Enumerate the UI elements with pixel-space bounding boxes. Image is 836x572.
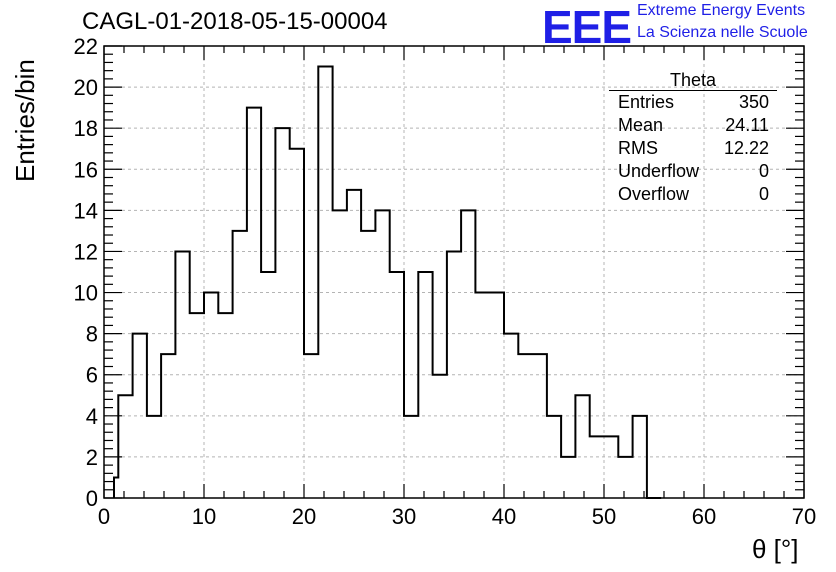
stats-box: Theta Entries 350 Mean 24.11 RMS 12.22 U…	[609, 70, 777, 206]
x-tick-label: 40	[492, 504, 516, 529]
y-tick-label: 16	[74, 157, 98, 182]
y-tick-label: 4	[86, 404, 98, 429]
stats-label: Underflow	[618, 161, 700, 181]
tick-labels: 0 10 20 30 40 50 60 70 0 2 4 6 8 10 12 14 16 18 20 22	[74, 34, 817, 529]
stats-row-overflow: Overflow 0	[609, 183, 777, 206]
y-axis-label: Entries/bin	[10, 59, 40, 182]
stats-row-rms: RMS 12.22	[609, 137, 777, 160]
stats-value: 12.22	[723, 138, 769, 158]
y-tick-label: 18	[74, 116, 98, 141]
stats-label: Mean	[618, 115, 664, 135]
y-tick-label: 10	[74, 281, 98, 306]
stats-label: Entries	[618, 92, 675, 112]
stats-row-entries: Entries 350	[609, 91, 777, 114]
axis-ticks	[103, 45, 805, 499]
x-tick-label: 50	[592, 504, 616, 529]
y-tick-label: 12	[74, 239, 98, 264]
x-tick-label: 60	[692, 504, 716, 529]
run-title: CAGL-01-2018-05-15-00004	[82, 8, 388, 35]
y-tick-label: 20	[74, 75, 98, 100]
y-tick-label: 22	[74, 34, 98, 59]
y-tick-label: 14	[74, 198, 98, 223]
plot-frame	[103, 45, 805, 499]
stats-label: Overflow	[618, 184, 690, 204]
x-tick-label: 70	[792, 504, 816, 529]
x-tick-label: 30	[392, 504, 416, 529]
y-tick-label: 6	[86, 363, 98, 388]
y-tick-label: 0	[86, 486, 98, 511]
y-tick-label: 8	[86, 322, 98, 347]
stats-label: RMS	[618, 138, 658, 158]
x-axis-label: θ [°]	[752, 534, 799, 564]
x-tick-label: 10	[192, 504, 216, 529]
stats-value: 0	[758, 161, 769, 181]
stats-row-underflow: Underflow 0	[609, 160, 777, 183]
stats-row-mean: Mean 24.11	[609, 114, 777, 137]
stats-title: Theta	[609, 70, 777, 91]
stats-value: 350	[738, 92, 769, 112]
y-tick-label: 2	[86, 445, 98, 470]
x-tick-label: 20	[292, 504, 316, 529]
histogram-outline	[113, 65, 662, 499]
logo-subtitle-2: La Scienza nelle Scuole	[637, 24, 808, 41]
x-tick-label: 0	[98, 504, 110, 529]
stats-value: 0	[758, 184, 769, 204]
logo-subtitle-1: Extreme Energy Events	[637, 2, 806, 19]
eee-logo: EEE	[542, 1, 632, 53]
stats-value: 24.11	[725, 115, 769, 135]
